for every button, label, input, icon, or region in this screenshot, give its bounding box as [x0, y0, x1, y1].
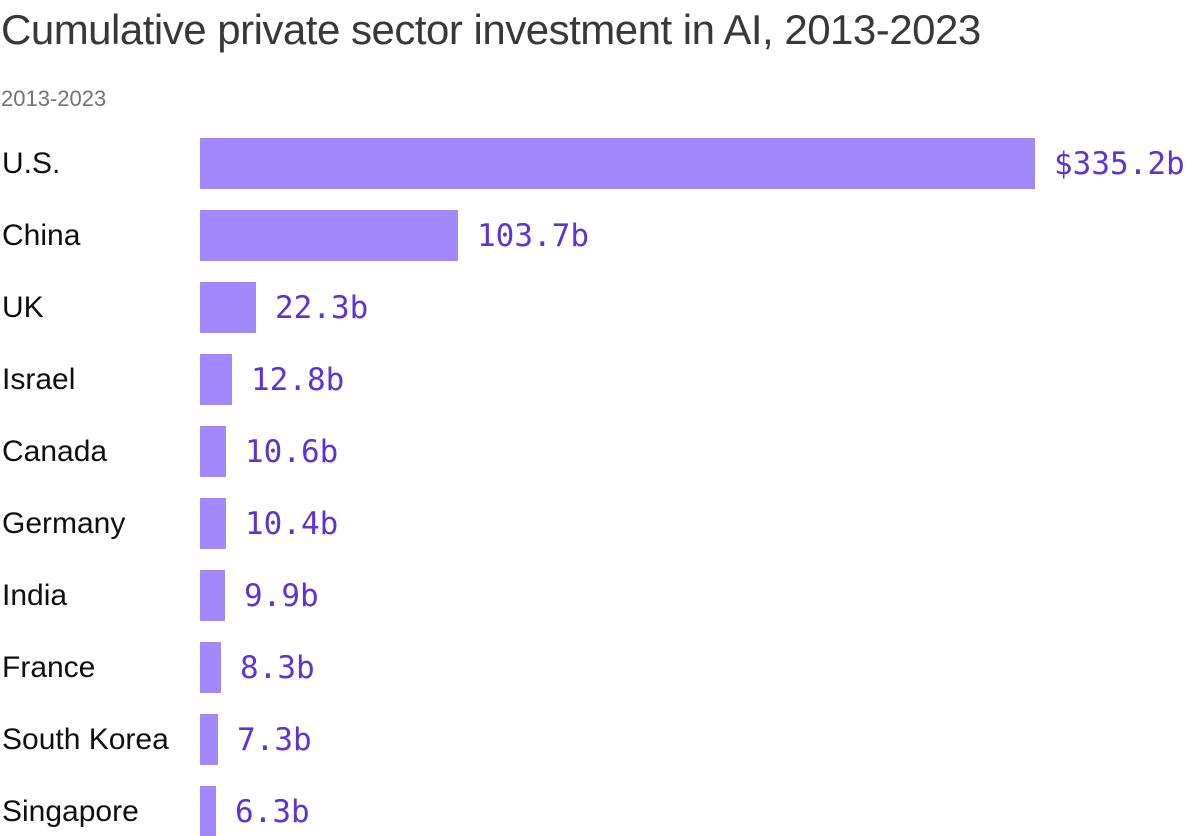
category-label: Israel: [2, 362, 76, 396]
value-label: 6.3b: [235, 793, 310, 830]
bar: [200, 570, 225, 621]
category-label: China: [2, 218, 81, 252]
chart-row: China 103.7b: [0, 210, 1200, 261]
category-label: India: [2, 578, 68, 612]
bar: [200, 786, 216, 836]
bar: [200, 138, 1035, 189]
bar: [200, 354, 232, 405]
category-label: Singapore: [2, 794, 139, 828]
bar: [200, 210, 458, 261]
value-label: $335.2b: [1054, 145, 1185, 182]
chart-row: France 8.3b: [0, 642, 1200, 693]
chart-subtitle: 2013-2023: [1, 86, 107, 111]
value-label: 10.4b: [245, 505, 339, 542]
chart-row: India 9.9b: [0, 570, 1200, 621]
chart-row: South Korea 7.3b: [0, 714, 1200, 765]
chart-row: U.S. $335.2b: [0, 138, 1200, 189]
category-label: UK: [2, 290, 44, 324]
value-label: 9.9b: [244, 577, 319, 614]
category-label: France: [2, 650, 96, 684]
chart-row: Singapore 6.3b: [0, 786, 1200, 836]
category-label: U.S.: [2, 146, 61, 180]
bar: [200, 714, 218, 765]
value-label: 10.6b: [245, 433, 339, 470]
bar: [200, 498, 226, 549]
bar: [200, 426, 226, 477]
chart-row: UK 22.3b: [0, 282, 1200, 333]
category-label: Canada: [2, 434, 108, 468]
value-label: 7.3b: [237, 721, 312, 758]
value-label: 22.3b: [275, 289, 369, 326]
value-label: 103.7b: [477, 217, 589, 254]
value-label: 8.3b: [240, 649, 315, 686]
category-label: South Korea: [2, 722, 169, 756]
value-label: 12.8b: [251, 361, 345, 398]
category-label: Germany: [2, 506, 126, 540]
chart-row: Germany 10.4b: [0, 498, 1200, 549]
bar: [200, 642, 221, 693]
chart-row: Israel 12.8b: [0, 354, 1200, 405]
bar-chart: U.S. $335.2b China 103.7b UK 22.3b Israe…: [0, 138, 1200, 836]
chart-row: Canada 10.6b: [0, 426, 1200, 477]
bar: [200, 282, 256, 333]
chart-title: Cumulative private sector investment in …: [1, 6, 981, 53]
